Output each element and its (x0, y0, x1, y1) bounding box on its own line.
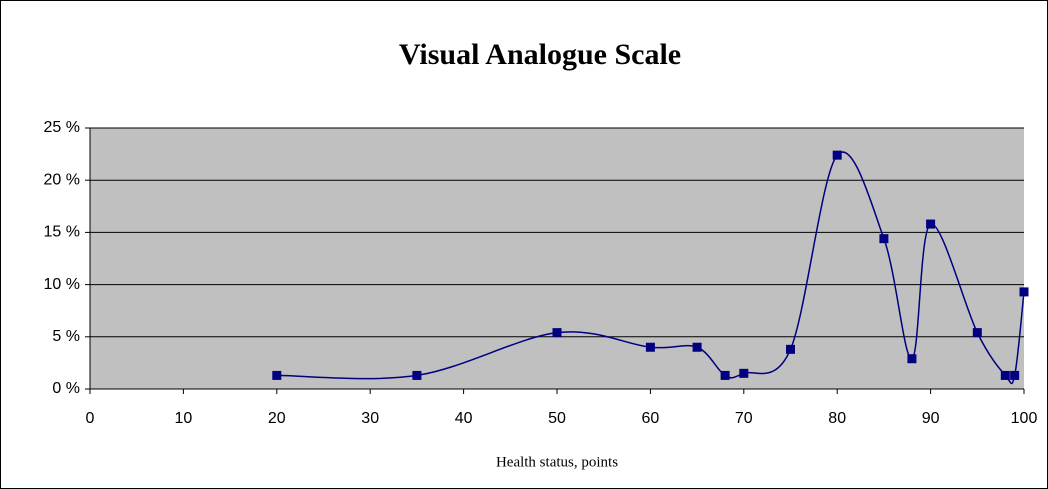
marker (272, 370, 282, 380)
x-tick-label: 30 (361, 410, 379, 427)
marker (832, 150, 842, 160)
marker (645, 342, 655, 352)
x-tick-label: 10 (175, 410, 193, 427)
marker (926, 219, 936, 229)
marker (786, 344, 795, 354)
y-tick-label: 5 % (52, 328, 80, 345)
marker (720, 370, 730, 380)
marker (692, 342, 702, 352)
x-tick-label: 40 (455, 410, 473, 427)
y-tick-label: 15 % (44, 224, 80, 241)
x-axis-label: Health status, points (496, 454, 618, 470)
plot-area (90, 128, 1024, 389)
marker (1010, 370, 1020, 380)
x-tick-label: 70 (735, 410, 753, 427)
x-tick-label: 50 (548, 410, 566, 427)
marker (552, 328, 562, 338)
marker (907, 354, 917, 364)
y-tick-label: 10 % (44, 276, 80, 293)
marker (879, 234, 889, 244)
marker (1019, 287, 1029, 297)
marker (412, 370, 422, 380)
x-tick-label: 100 (1011, 410, 1038, 427)
x-tick-label: 20 (268, 410, 286, 427)
x-tick-label: 90 (922, 410, 940, 427)
marker (1000, 370, 1010, 380)
y-tick-label: 20 % (44, 171, 80, 188)
y-tick-label: 25 % (44, 119, 80, 136)
chart-title: Visual Analogue Scale (399, 38, 681, 71)
x-tick-label: 60 (642, 410, 660, 427)
marker (739, 368, 749, 378)
x-tick-label: 80 (828, 410, 846, 427)
x-tick-label: 0 (86, 410, 95, 427)
y-tick-label: 0 % (52, 380, 80, 397)
marker (972, 328, 982, 338)
